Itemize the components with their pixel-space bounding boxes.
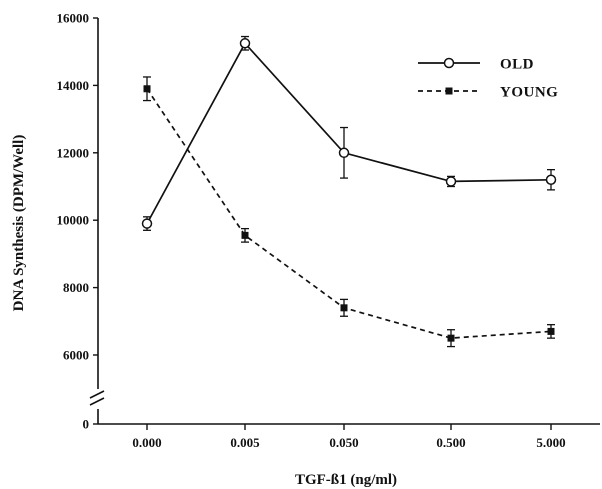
y-tick-label: 8000 [63,280,89,295]
data-point [445,176,457,187]
legend-item-young: YOUNG [418,85,558,101]
data-point [547,327,555,335]
legend-label: YOUNG [500,85,558,101]
y-tick-label: 16000 [57,11,90,26]
x-tick-label: 0.005 [230,435,260,450]
y-tick-label: 10000 [57,213,90,228]
data-point [545,174,557,186]
legend-marker [445,87,453,95]
y-tick-label: 0 [83,417,90,432]
series-layer [141,35,557,348]
x-tick-label: 5.000 [536,435,565,450]
data-point [241,231,249,239]
data-point [239,38,251,49]
y-tick-label: 12000 [57,145,90,160]
series-line [146,41,552,225]
y-tick-label: 6000 [63,348,89,363]
axes: 0 6000 8000 10000 12000 14000 16000 0.000 0.005 0… [57,11,600,450]
x-tick-label: 0.050 [329,435,358,450]
data-point [447,334,455,342]
data-point [338,147,350,159]
data-point [340,304,348,312]
legend: OLD YOUNG [418,57,558,101]
y-tick-label: 14000 [57,78,90,93]
series-young [143,76,555,348]
x-tick-label: 0.000 [132,435,161,450]
series-old [141,35,557,231]
data-point [141,218,153,229]
legend-marker [443,57,455,69]
y-axis-break-mark [89,390,105,399]
y-axis-break-mark [89,397,105,406]
legend-item-old: OLD [418,57,534,73]
x-tick-label: 0.500 [436,435,465,450]
legend-label: OLD [500,57,534,73]
y-axis-title: DNA Synthesis (DPM/Well) [11,135,27,312]
x-axis-title: TGF-ß1 (ng/ml) [295,472,397,488]
data-point [143,85,151,93]
series-line [146,88,552,339]
